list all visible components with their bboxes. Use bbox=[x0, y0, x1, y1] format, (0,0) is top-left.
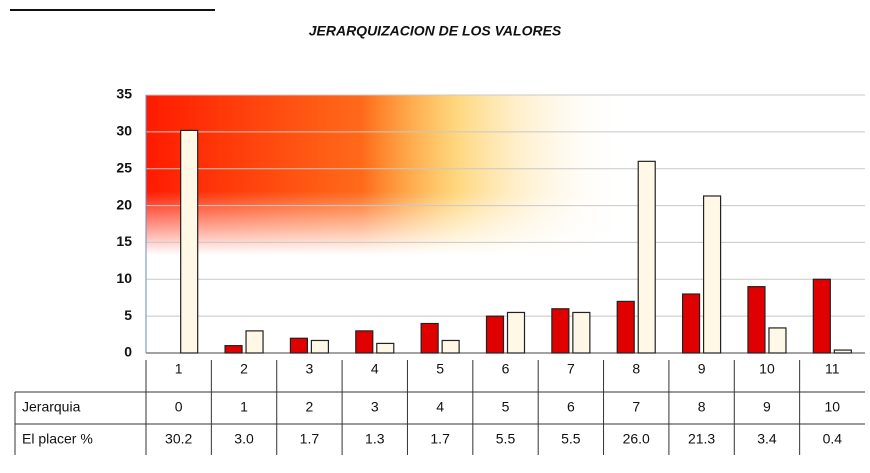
table-cell: 21.3 bbox=[688, 431, 715, 447]
y-tick-label: 20 bbox=[116, 196, 132, 212]
table-cell: 5 bbox=[502, 399, 510, 415]
table-cell: 4 bbox=[436, 399, 444, 415]
x-tick-label: 10 bbox=[759, 361, 775, 377]
bar bbox=[551, 308, 570, 354]
x-tick-label: 9 bbox=[698, 361, 706, 377]
y-tick-label: 15 bbox=[116, 233, 132, 249]
table-cell: 1.3 bbox=[365, 431, 385, 447]
x-tick-label: 6 bbox=[502, 361, 510, 377]
bar bbox=[420, 322, 439, 354]
x-tick-label: 5 bbox=[436, 361, 444, 377]
bar bbox=[572, 311, 591, 354]
bar bbox=[245, 330, 264, 354]
bar bbox=[768, 327, 787, 354]
table-cell: 8 bbox=[698, 399, 706, 415]
table-row-label: Jerarquia bbox=[22, 399, 81, 415]
y-tick-label: 5 bbox=[124, 307, 132, 323]
table-cell: 1 bbox=[240, 399, 248, 415]
table-cell: 3.4 bbox=[757, 431, 777, 447]
y-tick-label: 35 bbox=[116, 86, 132, 102]
x-tick-label: 11 bbox=[825, 361, 840, 377]
table-cell: 5.5 bbox=[496, 431, 516, 447]
bar bbox=[637, 160, 656, 354]
y-tick-label: 25 bbox=[116, 159, 132, 175]
table-cell: 3.0 bbox=[234, 431, 254, 447]
x-tick-label: 8 bbox=[632, 361, 640, 377]
background-fade bbox=[146, 95, 626, 255]
table-cell: 2 bbox=[306, 399, 314, 415]
bar bbox=[289, 337, 309, 354]
table-cell: 26.0 bbox=[623, 431, 650, 447]
y-tick-label: 10 bbox=[116, 270, 132, 286]
x-tick-label: 4 bbox=[371, 361, 379, 377]
table-row-label: El placer % bbox=[22, 431, 93, 447]
table-cell: 3 bbox=[371, 399, 379, 415]
bar bbox=[485, 315, 505, 354]
table-cell: 0.4 bbox=[823, 431, 843, 447]
bar bbox=[376, 342, 395, 354]
x-tick-label: 2 bbox=[240, 361, 248, 377]
table-cell: 10 bbox=[825, 399, 841, 415]
bar bbox=[747, 286, 766, 354]
bar bbox=[616, 300, 635, 354]
bar bbox=[441, 339, 460, 354]
bar bbox=[180, 129, 199, 354]
table-cell: 1.7 bbox=[430, 431, 450, 447]
bar bbox=[681, 293, 701, 354]
bar bbox=[702, 195, 722, 354]
y-tick-label: 0 bbox=[124, 344, 132, 360]
x-tick-label: 7 bbox=[567, 361, 575, 377]
table-cell: 0 bbox=[175, 399, 183, 415]
bar bbox=[224, 345, 243, 354]
bar bbox=[812, 278, 831, 354]
table-cell: 5.5 bbox=[561, 431, 581, 447]
table-cell: 7 bbox=[632, 399, 640, 415]
x-tick-label: 3 bbox=[306, 361, 314, 377]
bar bbox=[310, 339, 330, 354]
table-cell: 30.2 bbox=[165, 431, 192, 447]
bar bbox=[355, 330, 374, 354]
table-cell: 1.7 bbox=[300, 431, 320, 447]
x-tick-label: 1 bbox=[175, 361, 183, 377]
table-cell: 9 bbox=[763, 399, 771, 415]
bar bbox=[833, 349, 852, 354]
chart-title: JERARQUIZACION DE LOS VALORES bbox=[309, 23, 562, 39]
table-cell: 6 bbox=[567, 399, 575, 415]
bar bbox=[506, 311, 526, 354]
y-tick-label: 30 bbox=[116, 123, 132, 139]
